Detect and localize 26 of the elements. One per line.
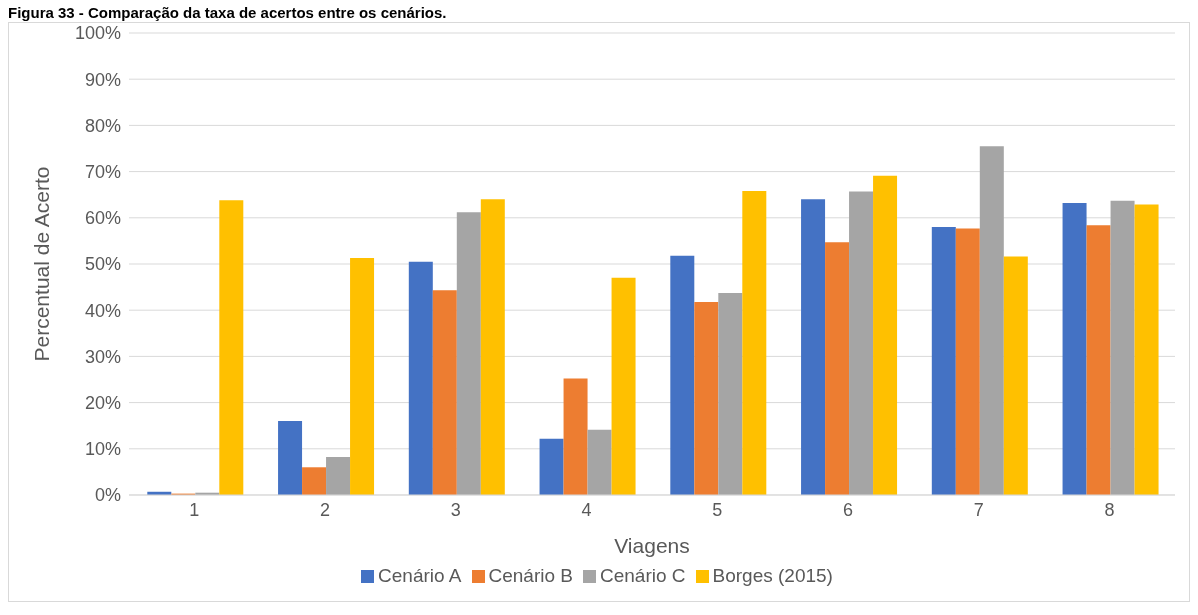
- y-tick-label: 10%: [84, 439, 121, 460]
- chart-title: Figura 33 - Comparação da taxa de acertos entre os cenários.: [8, 4, 448, 22]
- y-tick-label: 100%: [74, 23, 121, 44]
- y-tick-label: 60%: [84, 208, 121, 229]
- x-tick-label: 7: [973, 499, 984, 520]
- y-tick-label: 70%: [84, 161, 121, 182]
- y-tick-label: 80%: [84, 115, 121, 136]
- y-tick-label: 40%: [84, 300, 121, 321]
- legend-label: Cenário A: [378, 565, 462, 586]
- x-tick-label: 4: [581, 499, 592, 520]
- legend-label: Borges (2015): [712, 565, 833, 586]
- legend-label: Cenário C: [600, 565, 686, 586]
- x-tick-label: 5: [712, 499, 723, 520]
- y-tick-label: 20%: [84, 392, 121, 413]
- legend-label: Cenário B: [488, 565, 573, 586]
- x-tick-label: 6: [843, 499, 854, 520]
- x-axis-title: Viagens: [614, 534, 690, 557]
- x-tick-label: 3: [450, 499, 461, 520]
- y-tick-label: 0%: [94, 485, 121, 506]
- x-tick-label: 1: [189, 499, 200, 520]
- y-tick-label: 90%: [84, 69, 121, 90]
- x-tick-label: 8: [1104, 499, 1115, 520]
- y-axis-title: Percentual de Acerto: [30, 166, 54, 362]
- x-tick-label: 2: [320, 499, 331, 520]
- y-tick-label: 50%: [84, 254, 121, 275]
- y-tick-label: 30%: [84, 346, 121, 367]
